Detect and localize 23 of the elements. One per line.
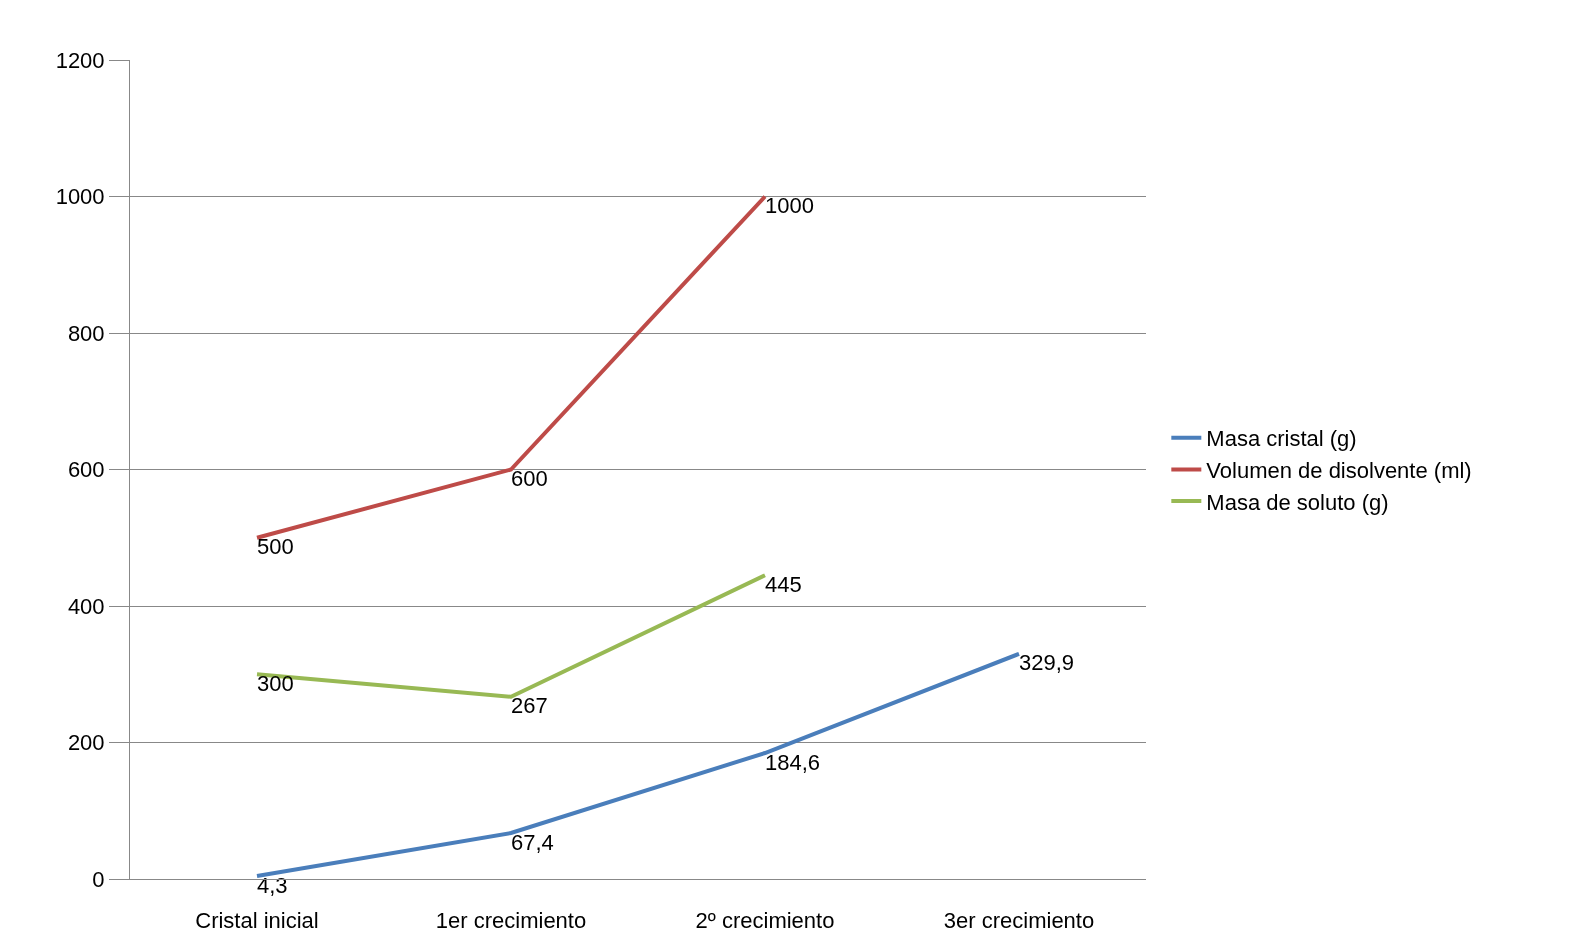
y-tick-label: 0 (92, 866, 105, 892)
data-label: 184,6 (765, 749, 821, 775)
data-label: 329,9 (1019, 650, 1075, 676)
y-tick-label: 400 (67, 593, 105, 619)
data-label: 1000 (765, 193, 814, 218)
x-tick-label: 2º crecimiento (695, 908, 835, 934)
legend-label: Masa de soluto (g) (1206, 489, 1389, 515)
y-tick-label: 600 (67, 457, 105, 483)
data-label: 600 (511, 466, 548, 491)
y-tick-label: 200 (67, 730, 105, 756)
data-label: 67,4 (511, 829, 554, 855)
legend-label: Masa cristal (g) (1206, 426, 1357, 452)
legend-label: Volumen de disolvente (ml) (1206, 457, 1472, 483)
x-tick-label: 1er crecimiento (435, 908, 587, 934)
data-label: 445 (765, 571, 802, 597)
data-label: 300 (257, 670, 294, 696)
y-tick-label: 1200 (55, 47, 105, 73)
x-tick-label: 3er crecimiento (943, 908, 1095, 934)
x-tick-label: Cristal inicial (195, 908, 319, 934)
y-tick-label: 800 (67, 320, 105, 346)
data-label: 267 (511, 693, 548, 719)
data-label: 500 (257, 534, 294, 560)
y-tick-label: 1000 (55, 184, 105, 210)
